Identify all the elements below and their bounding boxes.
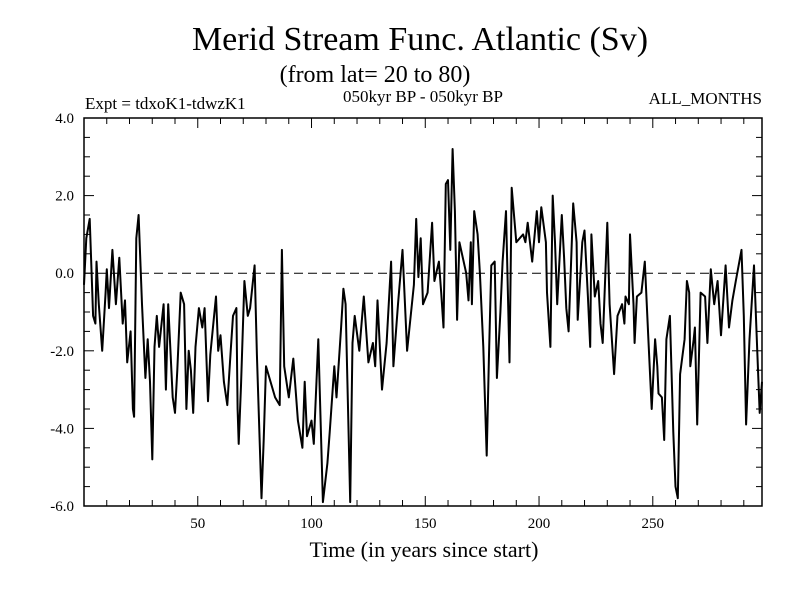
- x-tick-label: 100: [300, 516, 323, 532]
- x-axis-label: Time (in years since start): [310, 537, 539, 562]
- axes: 50 100 150 200 250 4.0 2.0 0.0 -2.0 -4.0 -6.0: [50, 111, 762, 532]
- x-tick-label: 150: [414, 516, 437, 532]
- y-tick-label: 0.0: [55, 266, 74, 282]
- chart-title: Merid Stream Func. Atlantic (Sv): [192, 21, 648, 58]
- y-tick-label: 2.0: [55, 189, 74, 205]
- y-tick-label: -4.0: [50, 421, 74, 437]
- annotation-experiment: Expt = tdxoK1-tdwzK1: [85, 94, 246, 113]
- x-tick-label: 200: [528, 516, 551, 532]
- x-tick-label: 250: [642, 516, 665, 532]
- annotation-months: ALL_MONTHS: [649, 89, 762, 108]
- y-tick-label: 4.0: [55, 111, 74, 127]
- x-tick-label: 50: [190, 516, 205, 532]
- y-tick-label: -6.0: [50, 499, 74, 515]
- y-tick-label: -2.0: [50, 344, 74, 360]
- series-group: [83, 148, 763, 504]
- series-line: [83, 148, 763, 504]
- chart-subtitle: (from lat= 20 to 80): [280, 62, 471, 88]
- annotation-period: 050kyr BP - 050kyr BP: [343, 87, 503, 106]
- plot-frame: [83, 117, 763, 507]
